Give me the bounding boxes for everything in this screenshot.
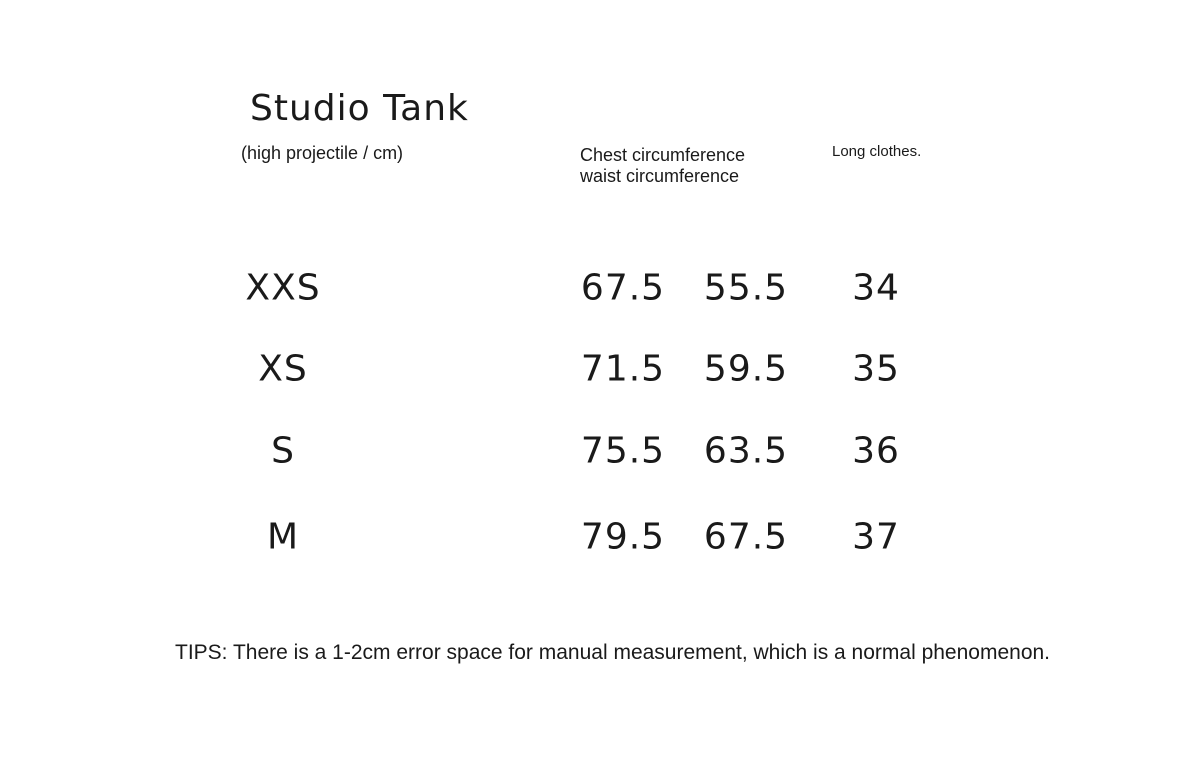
cell-waist: 63.5	[703, 430, 789, 472]
cell-chest: 79.5	[580, 516, 666, 558]
cell-size: XS	[258, 348, 308, 390]
chart-title: Studio Tank	[250, 88, 469, 129]
cell-size: XXS	[245, 267, 321, 309]
cell-length: 36	[852, 430, 900, 472]
header-waist: waist circumference	[580, 166, 740, 186]
cell-waist: 59.5	[703, 348, 789, 390]
header-length: Long clothes.	[832, 143, 922, 160]
cell-size: S	[271, 430, 295, 472]
cell-length: 34	[852, 267, 900, 309]
tips-note: TIPS: There is a 1-2cm error space for m…	[175, 641, 1051, 664]
cell-chest: 67.5	[580, 267, 666, 309]
header-chest: Chest circumference	[580, 145, 746, 165]
cell-length: 35	[852, 348, 900, 390]
cell-chest: 71.5	[580, 348, 666, 390]
chart-subtitle: (high projectile / cm)	[241, 143, 404, 163]
cell-size: M	[266, 516, 300, 558]
cell-waist: 67.5	[703, 516, 789, 558]
header-chest-waist: Chest circumference waist circumference	[580, 145, 745, 187]
cell-length: 37	[852, 516, 900, 558]
cell-chest: 75.5	[580, 430, 666, 472]
cell-waist: 55.5	[703, 267, 789, 309]
